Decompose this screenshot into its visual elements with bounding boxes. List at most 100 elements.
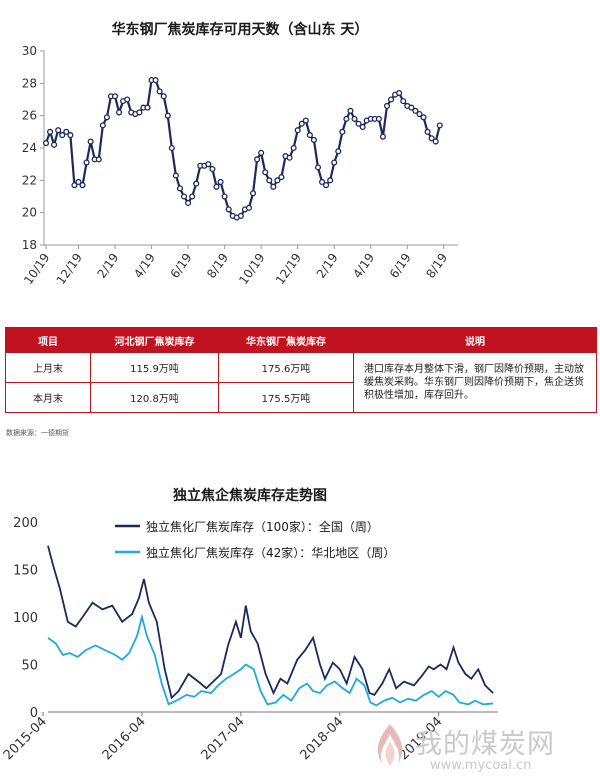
chart1-data-point (383, 102, 391, 110)
chart1-points (42, 77, 443, 221)
chart1-data-point (416, 111, 423, 118)
chart1-y-tick-label: 22 (22, 173, 37, 187)
chart2-y-tick-label: 50 (21, 659, 38, 674)
chart1-data-point (83, 159, 90, 166)
chart2-y-axis: 0 50 100 150 200 (13, 516, 38, 721)
chart1-data-point (237, 212, 244, 219)
chart1-data-point (428, 135, 435, 142)
chart1-x-tick-label: 2/19 (95, 251, 122, 281)
chart1-data-point (258, 149, 265, 156)
chart1-data-point (136, 109, 143, 116)
chart2-series-north (47, 613, 494, 707)
chart1-data-point (298, 120, 305, 127)
table-row: 本月末 120.8万吨 175.5万吨 (5, 382, 597, 413)
chart1-data-point (262, 169, 269, 176)
chart1-data-point (379, 133, 386, 140)
chart1-data-point (387, 96, 395, 103)
cell-huadong: 175.5万吨 (218, 382, 354, 413)
chart1-data-point (95, 156, 102, 163)
chart1-x-tick-label: 12/19 (273, 251, 304, 287)
chart1-data-point (254, 156, 261, 163)
watermark-url: www.mycoal.cn (430, 758, 532, 773)
header-hebei: 河北钢厂焦炭库存 (90, 327, 219, 353)
chart2-title: 独立焦企焦炭库存走势图 (173, 487, 327, 504)
chart1-series-line (44, 78, 441, 219)
chart1-data-point (314, 164, 322, 171)
chart1-data-point (294, 127, 301, 134)
chart1-data-point (79, 182, 86, 189)
chart1-data-point (318, 178, 326, 186)
chart1-data-point (412, 107, 419, 114)
chart1-data-point (339, 128, 346, 135)
chart1-data-point (164, 112, 171, 119)
chart1-data-point (375, 115, 382, 122)
chart1-data-point (327, 177, 334, 184)
row-label: 本月末 (5, 382, 91, 413)
chart1-data-point (87, 138, 94, 145)
chart1-data-point (189, 193, 196, 200)
chart1-data-point (99, 122, 106, 129)
chart1-data-point (59, 132, 66, 139)
chart1-data-point (221, 193, 228, 200)
chart1-data-point (331, 159, 338, 166)
chart1-y-tick-label: 18 (22, 238, 37, 252)
header-note: 说明 (353, 327, 597, 353)
chart1-data-point (111, 93, 119, 100)
chart2-x-tick-label: 2016-04 (100, 714, 149, 763)
chart1-data-point (144, 104, 151, 111)
chart1-data-point (347, 107, 354, 114)
chart1-data-point (310, 136, 317, 143)
chart1-data-point (116, 109, 123, 116)
chart1-data-point (193, 180, 200, 187)
chart1-x-tick-label: 10/19 (21, 251, 52, 287)
chart1-x-tick-label: 4/19 (350, 251, 377, 281)
legend-label-north: 独立焦化厂焦炭库存（42家）：华北地区（周） (146, 545, 395, 560)
chart1-data-point (225, 206, 232, 213)
header-huadong: 华东钢厂焦炭库存 (218, 327, 354, 353)
chart1-y-tick-label: 24 (22, 141, 37, 155)
chart1-data-point (432, 138, 439, 145)
chart1-x-tick-label: 6/19 (387, 251, 414, 281)
chart1-y-tick-label: 30 (22, 44, 37, 58)
chart1-data-point (302, 117, 309, 124)
note-cell: 港口库存本月整体下滑，钢厂因降价预期，主动放缓焦炭采购。华东钢厂则因降价预期下，… (353, 352, 597, 413)
chart-coke-inventory: 独立焦企焦炭库存走势图 独立焦化厂焦炭库存（100家）：全国（周） 独立焦化厂焦… (1, 487, 498, 763)
watermark-text: 我的煤炭网 (415, 729, 555, 760)
chart1-data-point (359, 123, 366, 131)
chart1-data-point (420, 114, 427, 121)
chart1-data-point (124, 96, 131, 103)
chart2-y-tick-label: 150 (13, 564, 38, 579)
chart1-data-point (245, 204, 253, 211)
mycoal-logo (377, 724, 403, 766)
chart1-data-point (205, 161, 212, 168)
legend-label-national: 独立焦化厂焦炭库存（100家）：全国（周） (146, 519, 379, 534)
chart1-data-point (408, 104, 415, 111)
chart1-data-point (55, 127, 62, 134)
chart2-y-tick-label: 100 (13, 611, 38, 626)
chart1-data-point (176, 185, 184, 192)
cell-hebei: 120.8万吨 (90, 382, 219, 413)
table-row: 上月末 115.9万吨 175.6万吨 港口库存本月整体下滑，钢厂因降价预期，主… (5, 352, 597, 413)
chart1-data-point (67, 132, 74, 139)
chart1-x-tick-label: 8/19 (423, 251, 450, 281)
table-header-row: 项目 河北钢厂焦炭库存 华东钢厂焦炭库存 说明 (5, 327, 597, 353)
chart1-data-point (424, 128, 431, 135)
chart1-data-point (436, 122, 443, 129)
chart1-data-point (286, 154, 293, 161)
chart2-y-tick-label: 200 (13, 516, 38, 531)
chart1-data-point (47, 128, 54, 135)
chart1-x-tick-label: 12/19 (54, 251, 85, 287)
chart1-y-tick-label: 26 (22, 109, 37, 123)
chart1-x-axis: 10/19 12/19 2/19 4/19 6/19 8/19 10/19 12/19 2/19… (21, 244, 458, 287)
chart1-data-point (306, 132, 313, 139)
chart1-x-tick-label: 4/19 (131, 251, 158, 281)
chart2-x-tick-label: 2017-04 (199, 714, 248, 763)
chart1-data-point (168, 144, 175, 152)
chart1-x-tick-label: 8/19 (204, 251, 231, 281)
chart1-data-point (103, 114, 110, 121)
chart1-data-point (42, 140, 50, 147)
chart1-data-point (351, 115, 358, 122)
cell-hebei: 115.9万吨 (90, 352, 219, 383)
chart1-data-point (278, 174, 285, 181)
chart1-data-point (400, 98, 407, 105)
